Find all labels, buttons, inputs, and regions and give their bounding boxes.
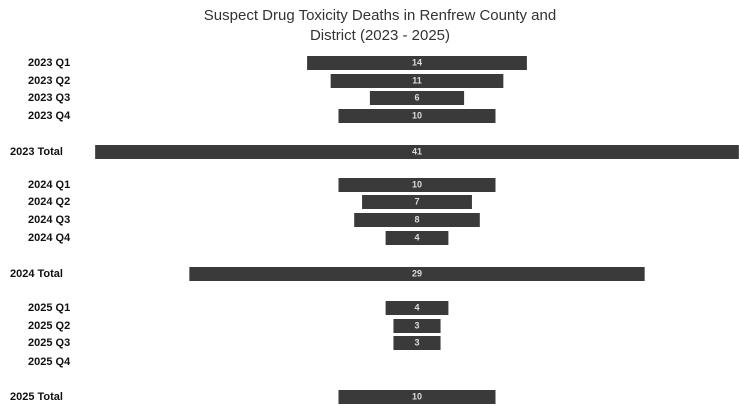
- value-label: 3: [414, 337, 419, 347]
- value-label: 10: [412, 179, 422, 189]
- category-label: 2024 Q2: [28, 196, 70, 208]
- value-label: 10: [412, 110, 422, 120]
- category-label: 2023 Total: [10, 146, 63, 158]
- value-label: 4: [414, 302, 419, 312]
- category-label: 2025 Q2: [28, 320, 70, 332]
- value-label: 14: [412, 57, 422, 67]
- bar: [393, 319, 441, 333]
- category-label: 2025 Q3: [28, 337, 70, 349]
- bar: [338, 390, 496, 404]
- category-label: 2023 Q2: [28, 75, 70, 87]
- category-label: 2023 Q3: [28, 92, 70, 104]
- value-label: 11: [412, 75, 422, 85]
- bar: [338, 109, 496, 123]
- value-label: 10: [412, 391, 422, 401]
- value-label: 4: [414, 232, 419, 242]
- category-label: 2025 Q1: [28, 302, 70, 314]
- category-label: 2025 Q4: [28, 356, 71, 368]
- value-label: 3: [414, 320, 419, 330]
- bar: [385, 231, 449, 245]
- value-label: 41: [412, 146, 422, 156]
- category-label: 2023 Q1: [28, 57, 70, 69]
- bar: [338, 178, 496, 192]
- category-label: 2024 Q4: [28, 232, 71, 244]
- value-label: 8: [414, 214, 419, 224]
- bar: [307, 56, 527, 70]
- bar: [330, 74, 504, 88]
- value-label: 6: [414, 92, 419, 102]
- category-label: 2024 Total: [10, 268, 63, 280]
- bar: [95, 145, 739, 159]
- category-label: 2025 Total: [10, 391, 63, 403]
- bar: [354, 213, 480, 227]
- bar: [362, 195, 472, 209]
- category-label: 2024 Q3: [28, 214, 70, 226]
- category-label: 2023 Q4: [28, 110, 71, 122]
- bar: [393, 336, 441, 350]
- bar: [369, 91, 465, 105]
- value-label: 29: [412, 268, 422, 278]
- bar: [385, 301, 449, 315]
- value-label: 7: [414, 196, 419, 206]
- bar: [189, 267, 645, 281]
- category-label: 2024 Q1: [28, 179, 70, 191]
- chart-title: Suspect Drug Toxicity Deaths in Renfrew …: [203, 7, 557, 44]
